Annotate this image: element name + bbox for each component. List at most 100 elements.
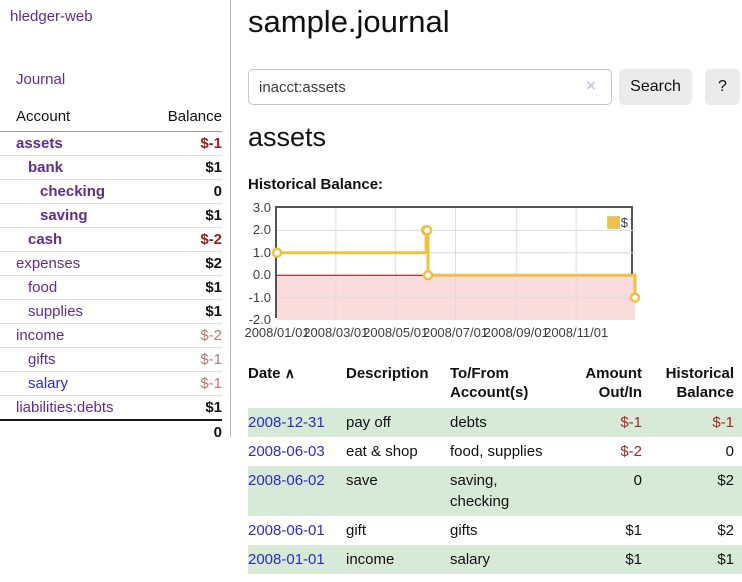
register-rows: 2008-12-31 pay off debts $-1 $-1 2008-06-03 ea… [248, 408, 742, 574]
register-header-amount: Amount Out/In [585, 365, 642, 401]
register-header-historical: Historical Balance [665, 365, 734, 401]
clear-search-icon[interactable]: × [586, 76, 596, 95]
register-description: gift [346, 522, 367, 539]
account-row: expenses $2 [0, 251, 222, 276]
sidebar-account-bank[interactable]: bank [28, 159, 64, 176]
search-input[interactable] [248, 69, 612, 105]
sidebar-item-journal[interactable]: Journal [16, 71, 66, 88]
accounts-header-balance: Balance [150, 104, 222, 132]
register-date-link[interactable]: 2008-06-01 [248, 522, 325, 539]
sidebar-account-liabilities-debts[interactable]: liabilities:debts [16, 399, 114, 416]
register-row: 2008-01-01 income salary $1 $1 [248, 545, 742, 574]
register-balance: 0 [725, 443, 734, 460]
register-header-description: Description [346, 365, 429, 382]
help-button[interactable]: ? [705, 69, 740, 105]
accounts-total-row: 0 [0, 419, 222, 444]
register-balance: $2 [717, 522, 734, 539]
register-table: Date ∧ Description To/From Account(s) Amount… [248, 362, 742, 574]
x-axis-tick: 2008/11/01 [544, 325, 609, 340]
sort-ascending-icon: ∧ [284, 365, 295, 381]
account-balance: $-1 [150, 371, 222, 396]
sidebar-account-expenses[interactable]: expenses [16, 255, 81, 272]
chart-title: Historical Balance: [248, 176, 384, 193]
y-axis-tick: -2.0 [248, 312, 271, 327]
sidebar-account-checking[interactable]: checking [40, 183, 106, 200]
register-description: income [346, 551, 395, 568]
account-balance: $1 [150, 299, 222, 324]
register-accounts: salary [450, 551, 491, 568]
sidebar-account-saving[interactable]: saving [40, 207, 88, 224]
account-row: saving $1 [0, 203, 222, 228]
account-balance: $-1 [200, 135, 222, 152]
register-date-link[interactable]: 2008-12-31 [248, 414, 325, 431]
sidebar-account-salary[interactable]: salary [28, 375, 69, 392]
register-header-date[interactable]: Date ∧ [248, 365, 295, 382]
register-balance: $1 [717, 551, 734, 568]
historical-balance-chart: $ 3.0 2.0 1.0 0.0 -1.0 -2.0 2008/01/01 2008/03/… [244, 200, 641, 340]
register-row: 2008-06-01 gift gifts $1 $2 [248, 516, 742, 545]
register-accounts: food, supplies [450, 443, 543, 460]
account-row: cash $-2 [0, 227, 222, 252]
account-row: gifts $-1 [0, 347, 222, 372]
account-balance: $1 [150, 203, 222, 228]
chart-plot [271, 208, 641, 320]
legend-label: $ [620, 215, 628, 230]
register-date-link[interactable]: 2008-06-02 [248, 472, 325, 489]
account-balance: 0 [150, 179, 222, 204]
search-button[interactable]: Search [619, 69, 692, 105]
account-row: salary $-1 [0, 371, 222, 396]
register-row: 2008-12-31 pay off debts $-1 $-1 [248, 408, 742, 437]
accounts-header-account: Account [0, 104, 151, 132]
y-axis-tick: 3.0 [252, 200, 271, 215]
register-description: eat & shop [346, 443, 418, 460]
account-rows: assets $-1 bank $1 checking 0 saving $1 cash $-2 e… [0, 132, 222, 420]
account-balance: $-2 [150, 323, 222, 348]
register-header-row: Date ∧ Description To/From Account(s) Amount… [248, 362, 742, 408]
accounts-total-balance: 0 [150, 419, 222, 444]
account-row: assets $-1 [0, 132, 222, 156]
register-balance: $-1 [712, 414, 734, 431]
register-balance: $2 [717, 472, 734, 489]
sidebar-account-cash[interactable]: cash [28, 231, 63, 248]
register-accounts: gifts [450, 522, 478, 539]
account-balance: $1 [150, 395, 222, 420]
accounts-table: Account Balance assets $-1 bank $1 checking 0… [0, 104, 222, 444]
y-axis-tick: 2.0 [252, 222, 271, 238]
account-row: supplies $1 [0, 299, 222, 324]
y-axis-tick: 0.0 [252, 267, 271, 283]
register-row: 2008-06-02 save saving, checking 0 $2 [248, 466, 742, 516]
account-balance: $2 [150, 251, 222, 276]
x-axis-tick: 2008/03/01 [303, 325, 369, 340]
y-axis-tick: -1.0 [248, 289, 271, 305]
account-balance: $1 [150, 275, 222, 300]
account-row: liabilities:debts $1 [0, 395, 222, 420]
sidebar-account-gifts[interactable]: gifts [28, 351, 56, 368]
account-row: bank $1 [0, 155, 222, 180]
register-description: pay off [346, 414, 391, 431]
account-balance: $1 [150, 155, 222, 180]
register-header-tofrom: To/From Account(s) [450, 365, 529, 401]
register-accounts: saving, checking [450, 472, 510, 510]
register-amount: $1 [625, 522, 642, 539]
app-brand-link[interactable]: hledger-web [10, 8, 93, 25]
account-row: food $1 [0, 275, 222, 300]
register-date-link[interactable]: 2008-01-01 [248, 551, 325, 568]
register-date-link[interactable]: 2008-06-03 [248, 443, 325, 460]
sidebar-account-food[interactable]: food [28, 279, 58, 296]
sidebar-account-assets[interactable]: assets [16, 135, 63, 152]
sidebar-account-income[interactable]: income [16, 327, 65, 344]
register-amount: $-1 [620, 414, 642, 431]
register-amount: $1 [625, 551, 642, 568]
account-balance: $-1 [150, 347, 222, 372]
register-amount: 0 [633, 472, 642, 489]
register-accounts: debts [450, 414, 487, 431]
account-row: income $-2 [0, 323, 222, 348]
register-description: save [346, 472, 378, 489]
x-axis-tick: 2008/01/01 [244, 325, 310, 340]
account-row: checking 0 [0, 179, 222, 204]
sidebar-account-supplies[interactable]: supplies [28, 303, 84, 320]
register-amount: $-2 [620, 443, 642, 460]
legend-swatch-icon [606, 216, 620, 229]
x-axis-tick: 2008/09/01 [483, 325, 549, 340]
account-balance: $-2 [150, 227, 222, 252]
